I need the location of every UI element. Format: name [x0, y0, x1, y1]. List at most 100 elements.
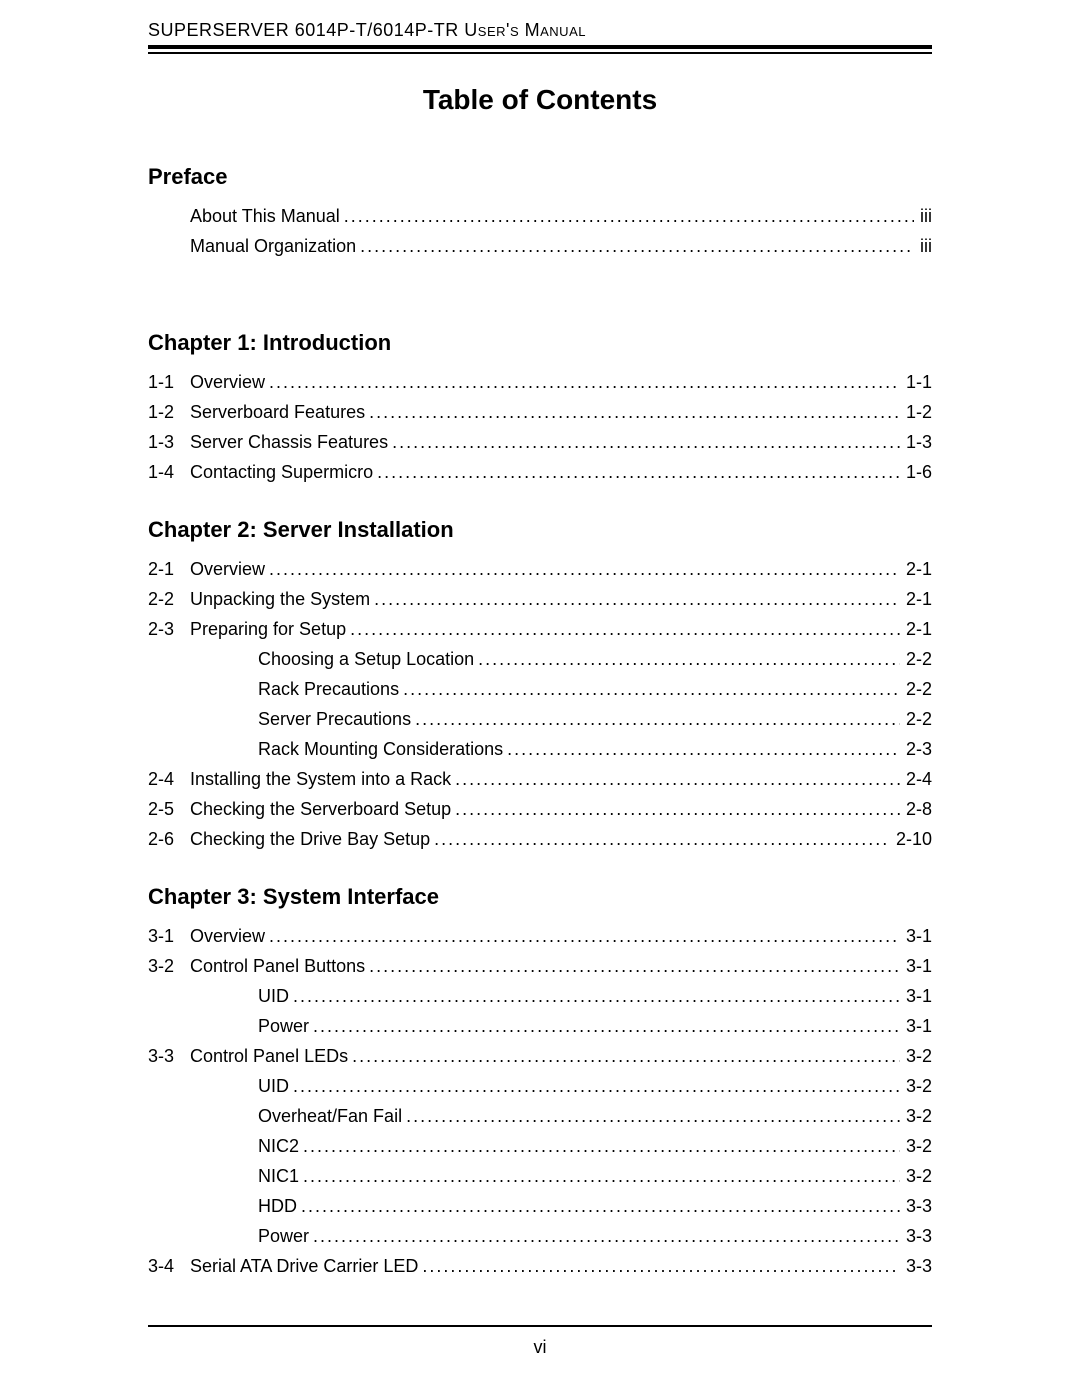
toc-leader-dots: [299, 1136, 900, 1157]
toc-entry: 3-3Control Panel LEDs3-2: [148, 1046, 932, 1067]
toc-entry-page: 3-3: [900, 1196, 932, 1217]
toc-entry: HDD 3-3: [148, 1196, 932, 1217]
toc-entry-label: UID: [190, 1076, 289, 1097]
toc-entry: 3-1Overview3-1: [148, 926, 932, 947]
toc-entry-page: 1-3: [900, 432, 932, 453]
toc-entry-label: Serverboard Features: [190, 402, 365, 423]
toc-entry-number: 2-3: [148, 619, 190, 640]
toc-entry-page: 1-1: [900, 372, 932, 393]
toc-entry: UID 3-2: [148, 1076, 932, 1097]
toc-entry: 2-6Checking the Drive Bay Setup2-10: [148, 829, 932, 850]
toc-entry-label: Control Panel LEDs: [190, 1046, 348, 1067]
toc-entry: Rack Precautions2-2: [148, 679, 932, 700]
toc-entry-page: 3-1: [900, 926, 932, 947]
toc-leader-dots: [297, 1196, 900, 1217]
toc-entry-label: Contacting Supermicro: [190, 462, 373, 483]
toc-entry-page: 3-3: [900, 1256, 932, 1277]
toc-entry-number: 2-2: [148, 589, 190, 610]
footer-rule: [148, 1325, 932, 1327]
toc-entry-label: Preparing for Setup: [190, 619, 346, 640]
toc-entry-label: NIC1: [190, 1166, 299, 1187]
toc-entry-page: 2-3: [900, 739, 932, 760]
toc-entry-page: iii: [914, 206, 932, 227]
header-rule: [148, 45, 932, 54]
toc-leader-dots: [265, 372, 900, 393]
toc-entry-page: 2-1: [900, 619, 932, 640]
toc-leader-dots: [451, 799, 900, 820]
toc-leader-dots: [388, 432, 900, 453]
toc-entry-label: NIC2: [190, 1136, 299, 1157]
toc-leader-dots: [299, 1166, 900, 1187]
toc-entry: 2-2Unpacking the System2-1: [148, 589, 932, 610]
toc-leader-dots: [399, 679, 900, 700]
toc-leader-dots: [356, 236, 914, 257]
toc-entry-number: 2-1: [148, 559, 190, 580]
toc-leader-dots: [265, 926, 900, 947]
toc-entry: 1-1Overview1-1: [148, 372, 932, 393]
toc-entry-page: iii: [914, 236, 932, 257]
toc-entry-label: HDD: [190, 1196, 297, 1217]
toc-entry-page: 2-1: [900, 559, 932, 580]
toc-entry: Overheat/Fan Fail 3-2: [148, 1106, 932, 1127]
toc-entry-page: 2-8: [900, 799, 932, 820]
toc-entry: 2-3Preparing for Setup 2-1: [148, 619, 932, 640]
toc-entry: UID3-1: [148, 986, 932, 1007]
toc-entry-page: 2-10: [890, 829, 932, 850]
toc-entry: Manual Organization iii: [148, 236, 932, 257]
toc-entry-label: Power: [190, 1016, 309, 1037]
toc-entry-label: Overview: [190, 926, 265, 947]
toc-entry: Rack Mounting Considerations 2-3: [148, 739, 932, 760]
toc-entry: 1-3Server Chassis Features1-3: [148, 432, 932, 453]
toc-leader-dots: [503, 739, 900, 760]
toc-entry-page: 1-6: [900, 462, 932, 483]
toc-entry: NIC2 3-2: [148, 1136, 932, 1157]
toc-entry-page: 2-1: [900, 589, 932, 610]
toc-entry-page: 3-2: [900, 1076, 932, 1097]
toc-leader-dots: [373, 462, 900, 483]
toc-entry-number: 2-6: [148, 829, 190, 850]
toc-entry-label: Choosing a Setup Location: [190, 649, 474, 670]
toc-entry-label: Rack Mounting Considerations: [190, 739, 503, 760]
toc-entry-label: Overview: [190, 559, 265, 580]
toc-leader-dots: [365, 956, 900, 977]
document-page: SUPERSERVER 6014P-T/6014P-TR User's Manu…: [0, 0, 1080, 1398]
toc-leader-dots: [474, 649, 900, 670]
toc-entry: 3-4Serial ATA Drive Carrier LED 3-3: [148, 1256, 932, 1277]
toc-entry: Server Precautions 2-2: [148, 709, 932, 730]
toc-entry-number: 3-2: [148, 956, 190, 977]
page-title: Table of Contents: [148, 84, 932, 116]
toc-entry-label: Rack Precautions: [190, 679, 399, 700]
toc-leader-dots: [340, 206, 914, 227]
section-heading: Chapter 3: System Interface: [148, 884, 932, 910]
toc-leader-dots: [309, 1226, 900, 1247]
toc-entry-number: 3-4: [148, 1256, 190, 1277]
toc-entry-label: Manual Organization: [190, 236, 356, 257]
toc-entry-label: About This Manual: [190, 206, 340, 227]
toc-entry-label: Checking the Serverboard Setup: [190, 799, 451, 820]
toc-entry-page: 3-2: [900, 1136, 932, 1157]
toc-entry-number: 1-1: [148, 372, 190, 393]
toc-entry-page: 2-4: [900, 769, 932, 790]
toc-entry-page: 3-2: [900, 1106, 932, 1127]
toc-entry-label: Serial ATA Drive Carrier LED: [190, 1256, 418, 1277]
toc-entry-label: Server Precautions: [190, 709, 411, 730]
toc-entry-page: 2-2: [900, 649, 932, 670]
toc-entry: Power3-3: [148, 1226, 932, 1247]
toc-leader-dots: [309, 1016, 900, 1037]
toc-entry-number: 1-3: [148, 432, 190, 453]
toc-entry-number: 1-4: [148, 462, 190, 483]
toc-entry-label: Installing the System into a Rack: [190, 769, 451, 790]
toc-entry: 1-4Contacting Supermicro 1-6: [148, 462, 932, 483]
toc-leader-dots: [430, 829, 890, 850]
toc-entry-label: Server Chassis Features: [190, 432, 388, 453]
section-heading: Chapter 1: Introduction: [148, 330, 932, 356]
toc-leader-dots: [418, 1256, 900, 1277]
toc-entry: Power3-1: [148, 1016, 932, 1037]
toc-entry-page: 2-2: [900, 709, 932, 730]
toc-entry-label: Overheat/Fan Fail: [190, 1106, 402, 1127]
toc-entry-page: 3-2: [900, 1046, 932, 1067]
toc-leader-dots: [348, 1046, 900, 1067]
toc-entry-number: 3-1: [148, 926, 190, 947]
toc-entry-label: UID: [190, 986, 289, 1007]
section-spacer: [148, 266, 932, 296]
